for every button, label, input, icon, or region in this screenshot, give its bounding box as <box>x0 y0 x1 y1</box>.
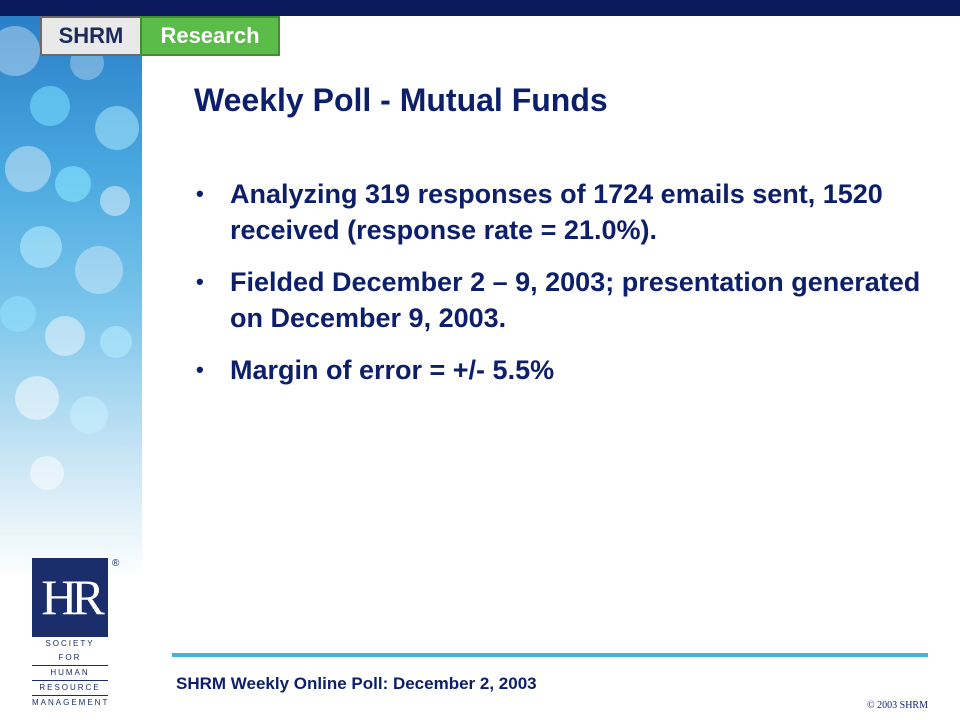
logo-line-3: RESOURCE <box>32 680 108 695</box>
registered-mark: ® <box>112 558 120 569</box>
footer-divider <box>172 653 928 657</box>
logo-line-1: SOCIETY FOR <box>32 636 108 665</box>
bullet-icon: • <box>196 269 204 294</box>
bullet-list: • Analyzing 319 responses of 1724 emails … <box>194 176 924 404</box>
bullet-icon: • <box>196 181 204 206</box>
hr-logo-mark: HR <box>32 558 108 636</box>
brand-research-label: Research <box>140 16 280 56</box>
bullet-icon: • <box>196 357 204 382</box>
shrm-hr-logo: HR ® SOCIETY FOR HUMAN RESOURCE MANAGEME… <box>32 558 132 707</box>
footer-text: SHRM Weekly Online Poll: December 2, 200… <box>176 674 537 693</box>
brand-shrm-label: SHRM <box>40 16 140 56</box>
bullet-item: • Margin of error = +/- 5.5% <box>194 352 924 388</box>
bullet-text: Analyzing 319 responses of 1724 emails s… <box>230 179 883 245</box>
logo-line-4: MANAGEMENT <box>32 695 108 710</box>
bullet-item: • Fielded December 2 – 9, 2003; presentat… <box>194 264 924 336</box>
bullet-text: Fielded December 2 – 9, 2003; presentati… <box>230 267 921 333</box>
bullet-item: • Analyzing 319 responses of 1724 emails … <box>194 176 924 248</box>
slide-title: Weekly Poll - Mutual Funds <box>194 82 608 118</box>
top-bar <box>0 0 960 16</box>
logo-line-2: HUMAN <box>32 665 108 680</box>
bullet-text: Margin of error = +/- 5.5% <box>230 355 555 385</box>
copyright-text: © 2003 SHRM <box>867 700 928 711</box>
shrm-research-brand: SHRM Research <box>40 16 280 56</box>
